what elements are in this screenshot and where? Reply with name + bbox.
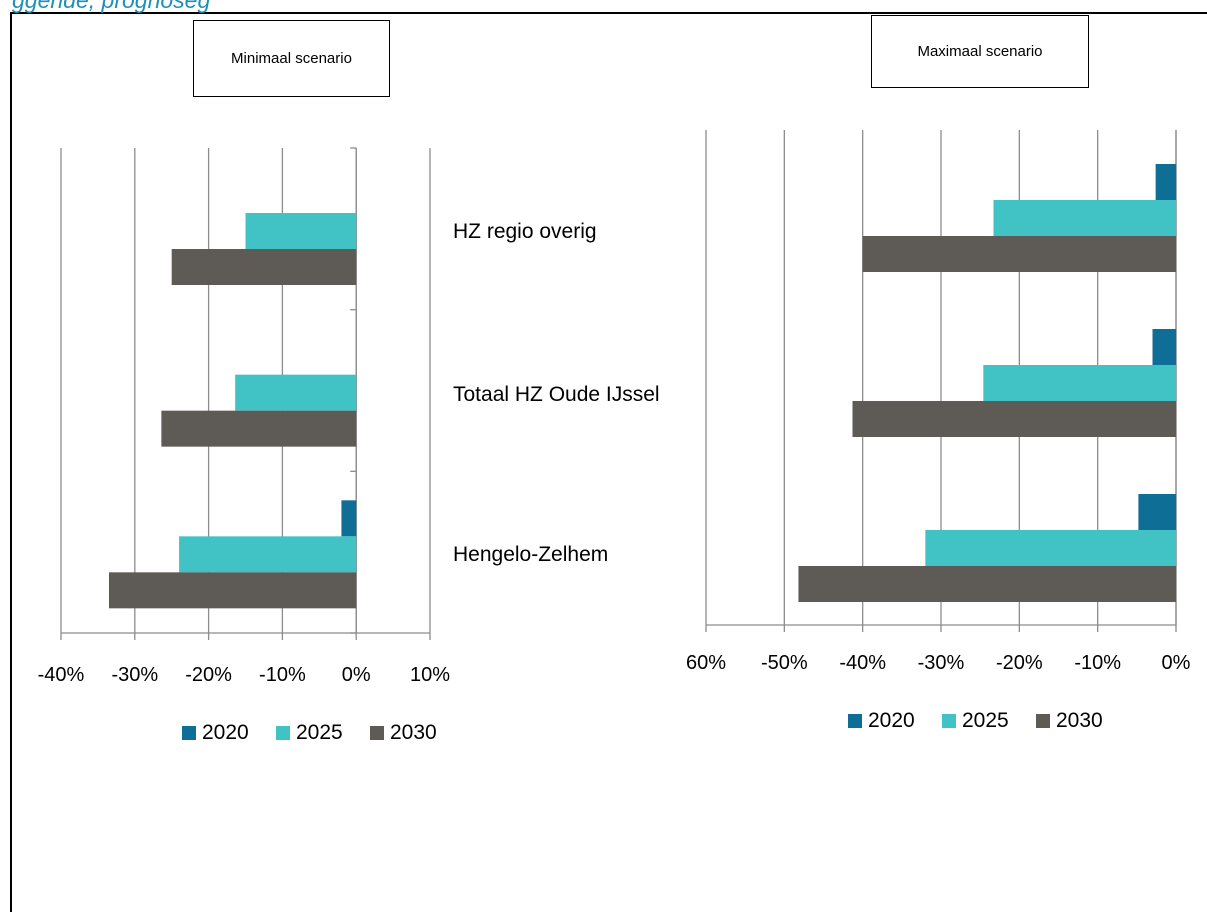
maximaal-scenario-label: Maximaal scenario [871, 15, 1089, 88]
minimaal-scenario-label: Minimaal scenario [193, 20, 390, 97]
figure-frame: ggende, prognoseg [10, 0, 1207, 912]
figure-heading: ggende, prognoseg [12, 0, 211, 13]
